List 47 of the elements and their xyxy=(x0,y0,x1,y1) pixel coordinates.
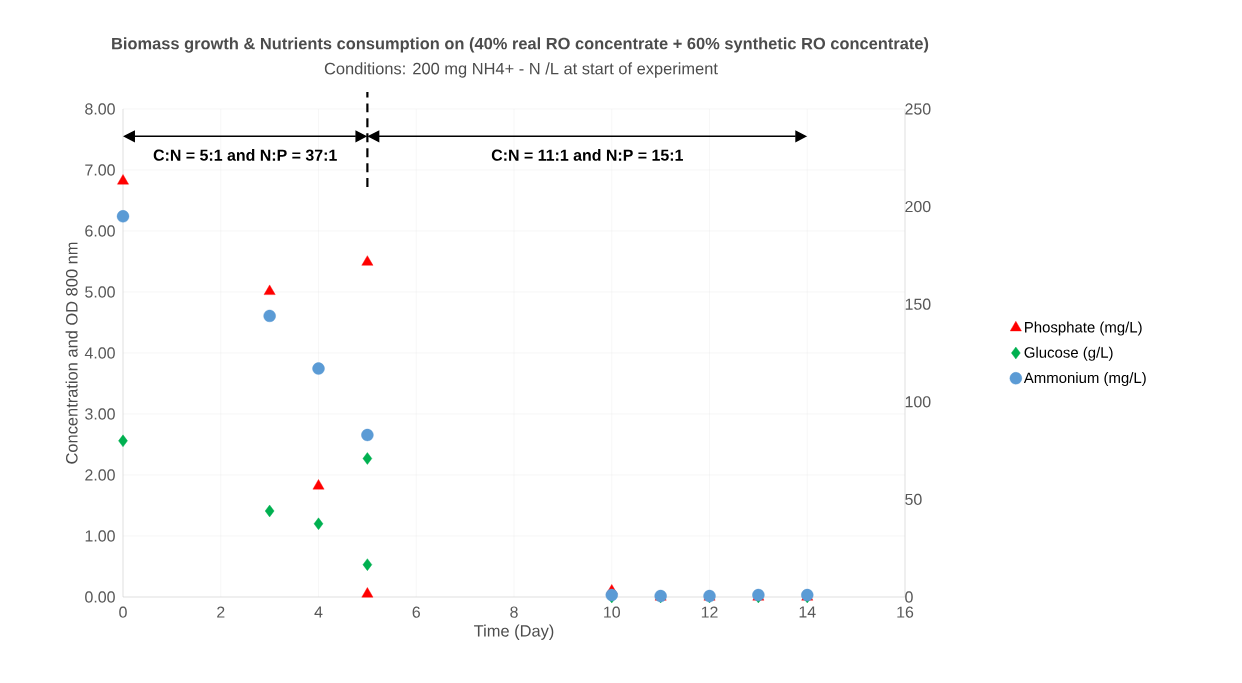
y-tick-label: 5.00 xyxy=(85,286,115,298)
annotation: C:N = 5:1 and N:P = 37:1 xyxy=(153,149,337,161)
x-tick-label: 4 xyxy=(314,606,323,618)
legend-label: Glucose (g/L) xyxy=(1024,346,1113,361)
y2-tick-label: 100 xyxy=(905,396,931,408)
y-tick-label: 2.00 xyxy=(85,469,115,481)
point xyxy=(312,362,325,375)
legend-label: Phosphate (mg/L) xyxy=(1025,321,1142,336)
point xyxy=(361,428,374,442)
point xyxy=(361,587,374,598)
point xyxy=(313,517,324,530)
y-axis-title: Concentration and OD 800 nm xyxy=(65,242,78,464)
point xyxy=(117,174,129,185)
x-tick-label: 14 xyxy=(799,606,816,618)
point xyxy=(362,558,373,571)
y2-tick-label: 50 xyxy=(905,493,922,506)
x-tick-label: 0 xyxy=(119,606,127,618)
legend-label: Ammonium (mg/L) xyxy=(1023,372,1146,387)
y2-tick-label: 250 xyxy=(905,103,931,115)
point xyxy=(263,309,276,323)
point xyxy=(263,284,276,295)
y-tick-label: 1.00 xyxy=(85,530,115,542)
y2-tick-label: 0 xyxy=(905,591,913,603)
point xyxy=(118,434,128,447)
y-tick-label: 7.00 xyxy=(85,164,115,176)
point xyxy=(116,210,130,223)
point xyxy=(312,479,325,490)
y2-tick-label: 150 xyxy=(905,298,931,310)
point xyxy=(362,452,373,465)
x-tick-label: 6 xyxy=(412,606,420,618)
x-tick-label: 10 xyxy=(604,606,620,618)
y-tick-label: 3.00 xyxy=(85,408,115,420)
point xyxy=(361,255,374,266)
y-tick-label: 8.00 xyxy=(85,103,115,115)
x-tick-label: 8 xyxy=(510,606,518,618)
point xyxy=(264,504,275,518)
y-tick-label: 0.00 xyxy=(85,591,115,603)
annotation: C:N = 11:1 and N:P = 15:1 xyxy=(491,149,683,161)
x-tick-label: 16 xyxy=(897,606,914,618)
x-axis-title: Time (Day) xyxy=(474,624,554,640)
y-tick-label: 6.00 xyxy=(85,225,115,237)
chart-title: Biomass growth & Nutrients consumption on (40% real RO concentrate + 60% synthetic RO concentrate) xyxy=(112,37,929,53)
chart-subtitle: Conditions: 200 mg NH4+ - N /L at start of experiment xyxy=(324,62,718,78)
y2-tick-label: 200 xyxy=(905,200,931,213)
x-tick-label: 2 xyxy=(217,606,225,618)
y-tick-label: 4.00 xyxy=(84,347,115,359)
x-tick-label: 12 xyxy=(701,606,718,618)
